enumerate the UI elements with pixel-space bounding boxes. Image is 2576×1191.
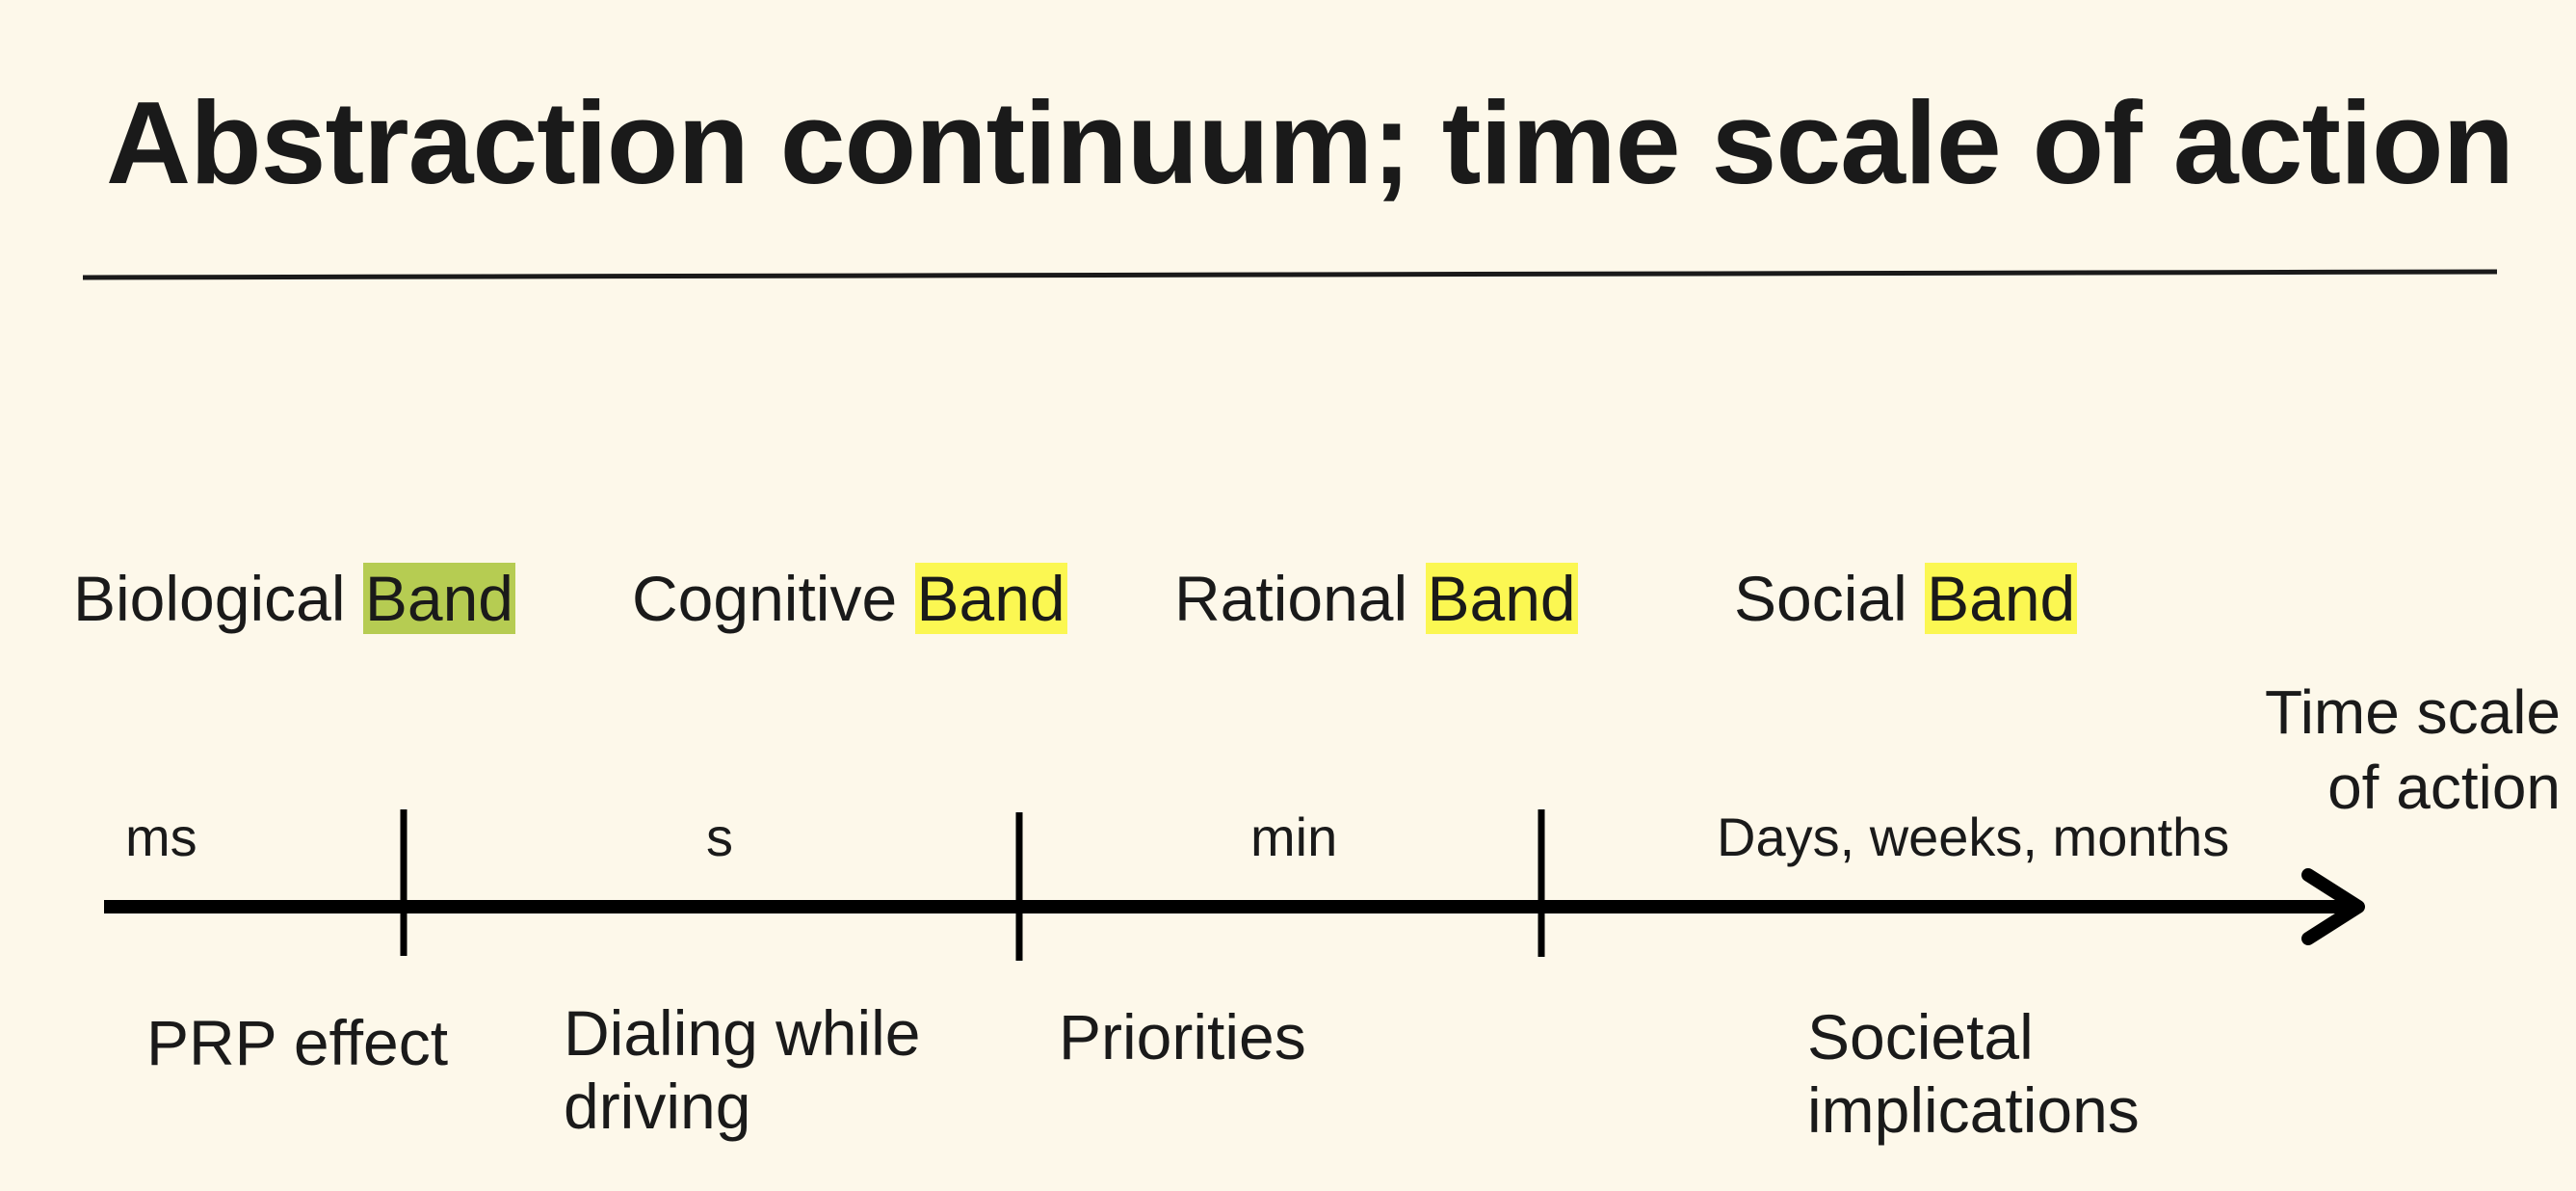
- example-line-2: implications: [1807, 1074, 2140, 1146]
- example-prp-effect: PRP effect: [146, 1006, 448, 1079]
- example-line-2: driving: [564, 1071, 751, 1142]
- band-word-highlight: Band: [914, 563, 1067, 634]
- example-line-1: Dialing while: [564, 997, 921, 1069]
- example-line-1: Societal: [1807, 1001, 2034, 1072]
- title-underline: [82, 269, 2498, 280]
- band-label-cognitive: Cognitive Band: [632, 559, 1067, 638]
- example-priorities: Priorities: [1059, 1000, 1306, 1073]
- unit-label-min: min: [1250, 807, 1338, 867]
- band-prefix: Biological: [73, 563, 346, 634]
- slide-title: Abstraction continuum; time scale of act…: [106, 77, 2514, 208]
- band-word-highlight: Band: [1425, 563, 1578, 634]
- axis-caption-line-2: of action: [2327, 753, 2561, 822]
- band-prefix: Cognitive: [632, 563, 898, 634]
- unit-label-days: Days, weeks, months: [1717, 807, 2230, 867]
- band-label-social: Social Band: [1734, 559, 2078, 638]
- axis-caption-line-1: Time scale: [2264, 677, 2561, 747]
- band-label-rational: Rational Band: [1174, 559, 1578, 638]
- example-societal-implications: Societal implications: [1807, 1000, 2140, 1147]
- band-prefix: Social: [1734, 563, 1907, 634]
- band-label-biological: Biological Band: [73, 559, 515, 638]
- unit-label-ms: ms: [125, 807, 197, 867]
- band-prefix: Rational: [1174, 563, 1408, 634]
- example-line-1: PRP effect: [146, 1007, 449, 1078]
- axis-arrowhead: [2301, 868, 2365, 945]
- axis-caption: Time scale of action: [2265, 675, 2561, 825]
- unit-label-s: s: [706, 807, 733, 867]
- example-line-1: Priorities: [1059, 1001, 1306, 1072]
- band-word-highlight: Band: [1925, 563, 2078, 634]
- band-word-highlight: Band: [362, 563, 515, 634]
- example-dialing-while-driving: Dialing while driving: [564, 996, 921, 1143]
